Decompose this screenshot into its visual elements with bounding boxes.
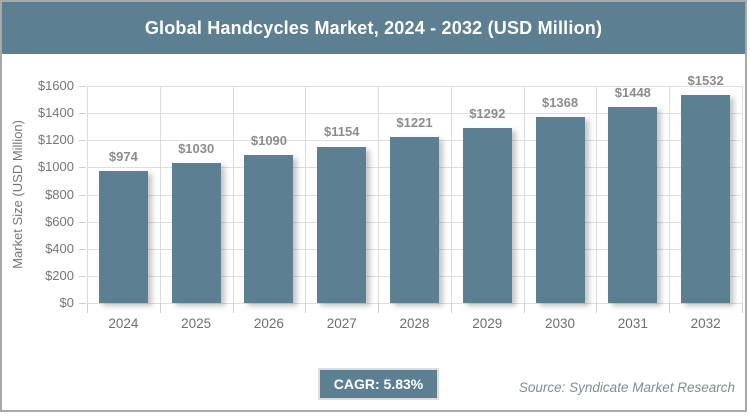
y-tick-label: $1600 bbox=[37, 78, 74, 93]
y-axis-tick bbox=[79, 113, 86, 115]
x-axis-tick bbox=[159, 303, 161, 313]
x-gridline bbox=[596, 86, 598, 303]
x-gridline bbox=[742, 86, 743, 303]
x-gridline bbox=[305, 86, 307, 303]
y-axis-tick bbox=[79, 167, 86, 169]
x-gridline bbox=[450, 86, 452, 303]
y-tick-label: $600 bbox=[45, 213, 74, 229]
y-tick-label: $400 bbox=[45, 240, 74, 256]
bar-value-label: $1532 bbox=[687, 73, 724, 89]
y-gridline bbox=[87, 113, 742, 115]
x-axis-tick bbox=[742, 303, 743, 313]
bar bbox=[535, 117, 585, 303]
x-gridline bbox=[378, 86, 380, 303]
x-gridline bbox=[232, 86, 234, 303]
x-tick-label: 2024 bbox=[108, 316, 139, 331]
bar bbox=[244, 155, 294, 303]
y-gridline bbox=[87, 86, 742, 87]
y-gridline bbox=[87, 303, 742, 304]
x-axis-tick bbox=[450, 303, 452, 313]
bar-value-label: $1090 bbox=[250, 133, 288, 149]
bar-value-label: $1368 bbox=[541, 95, 579, 111]
x-tick-label: 2029 bbox=[472, 316, 503, 331]
y-axis-tick bbox=[79, 303, 86, 304]
plot-area: $974 $1030 $1090 $1154 $1221 $1292 $1368 $1448 $… bbox=[87, 73, 743, 304]
y-tick-label: $1000 bbox=[37, 159, 74, 175]
y-axis-tick bbox=[79, 194, 86, 196]
y-tick-label: $800 bbox=[45, 186, 74, 202]
y-tick-label: $0 bbox=[59, 295, 74, 310]
bar-value-label: $1292 bbox=[469, 105, 506, 121]
bar-value-label: $974 bbox=[108, 148, 138, 164]
y-tick-label: $1400 bbox=[37, 105, 74, 121]
x-gridline bbox=[523, 86, 525, 303]
x-tick-label: 2027 bbox=[326, 316, 357, 331]
bar-value-label: $1030 bbox=[178, 141, 215, 157]
y-axis-tick bbox=[79, 248, 86, 250]
x-tick-label: 2031 bbox=[617, 316, 648, 331]
bar-value-label: $1154 bbox=[324, 124, 360, 140]
x-axis-tick bbox=[378, 303, 380, 313]
x-tick-label: 2025 bbox=[181, 316, 212, 331]
x-tick-label: 2026 bbox=[253, 316, 284, 331]
x-axis-tick bbox=[596, 303, 598, 313]
x-axis-tick bbox=[669, 303, 671, 313]
bar-value-label: $1221 bbox=[396, 115, 433, 131]
chart-title-bar: Global Handcycles Market, 2024 - 2032 (U… bbox=[2, 2, 745, 54]
bar bbox=[608, 106, 658, 303]
y-tick-label: $1200 bbox=[37, 132, 74, 148]
x-tick-label: 2028 bbox=[399, 316, 430, 331]
bar bbox=[171, 163, 221, 303]
x-gridline bbox=[159, 86, 161, 303]
bar bbox=[317, 146, 367, 303]
x-axis-tick bbox=[305, 303, 307, 313]
bar bbox=[462, 127, 512, 303]
x-tick-label: 2030 bbox=[545, 316, 576, 331]
y-axis-tick bbox=[79, 275, 86, 277]
y-axis-tick bbox=[79, 221, 86, 223]
chart-title: Global Handcycles Market, 2024 - 2032 (U… bbox=[144, 17, 603, 38]
cagr-badge: CAGR: 5.83% bbox=[318, 368, 439, 400]
bar bbox=[390, 137, 439, 303]
bar bbox=[98, 170, 148, 303]
x-tick-label: 2032 bbox=[690, 316, 721, 331]
x-axis-tick bbox=[523, 303, 525, 313]
x-gridline bbox=[87, 86, 88, 303]
x-axis-tick bbox=[87, 303, 88, 313]
bar bbox=[681, 95, 731, 303]
y-axis-tick bbox=[79, 86, 86, 87]
y-axis-tick bbox=[79, 140, 86, 142]
x-axis-tick bbox=[232, 303, 234, 313]
bar-value-label: $1448 bbox=[614, 84, 651, 100]
source-text: Source: Syndicate Market Research bbox=[518, 380, 735, 395]
x-gridline bbox=[669, 86, 671, 303]
y-tick-label: $200 bbox=[45, 267, 74, 283]
